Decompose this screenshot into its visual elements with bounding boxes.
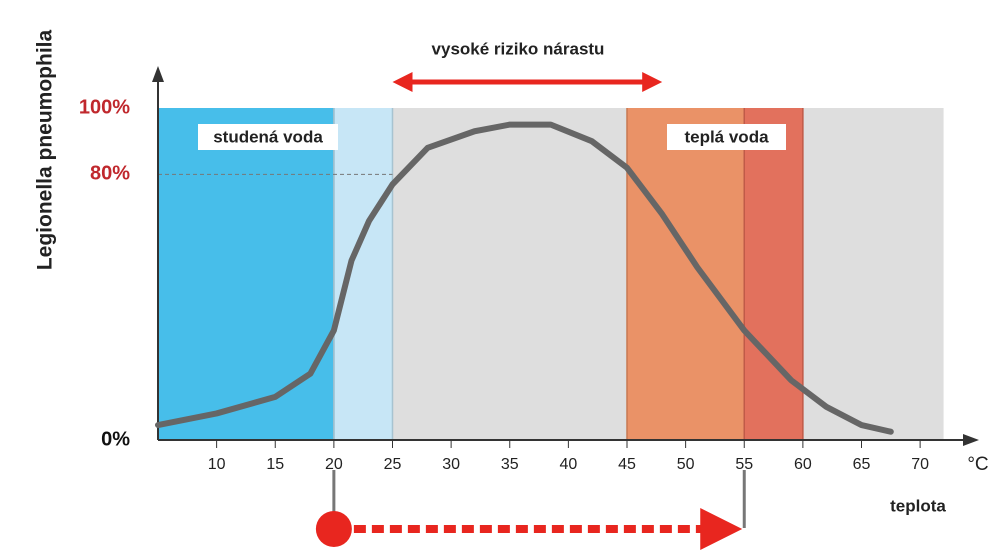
x-tick-label: 25 (384, 456, 402, 473)
risk-arrow-right (642, 72, 663, 92)
label-box (198, 124, 338, 150)
x-axis-arrow (963, 434, 979, 446)
x-tick-label: 20 (325, 456, 343, 473)
y-axis-label: Legionella pneumophila (34, 30, 57, 271)
x-tick-label: 30 (442, 456, 460, 473)
region (158, 108, 334, 440)
label-box (667, 124, 786, 150)
y-tick-label: 80% (90, 163, 130, 185)
region-label: teplá voda (684, 127, 769, 146)
y-axis-arrow (152, 66, 164, 82)
x-tick-label: 60 (794, 456, 812, 473)
region-label: studená voda (213, 127, 323, 146)
x-tick-label: 45 (618, 456, 636, 473)
x-tick-label: 55 (735, 456, 753, 473)
curve (155, 121, 894, 435)
x-tick-label: 10 (208, 456, 226, 473)
x-tick-label: 15 (266, 456, 284, 473)
chart-title: vysoké riziko nárastu (432, 39, 605, 58)
y-tick-label: 0% (101, 428, 130, 450)
x-unit: °C (967, 454, 988, 475)
x-tick-label: 35 (501, 456, 519, 473)
region (744, 108, 803, 440)
region (627, 108, 745, 440)
y-tick-label: 100% (79, 96, 130, 118)
x-tick-label: 70 (911, 456, 929, 473)
span-start (315, 511, 352, 547)
x-tick-label: 50 (677, 456, 695, 473)
x-axis-label: teplota (890, 496, 946, 515)
x-tick-label: 65 (853, 456, 871, 473)
risk-arrow-left (392, 72, 413, 92)
span-head (700, 508, 743, 550)
x-tick-label: 40 (559, 456, 577, 473)
region (333, 108, 393, 440)
